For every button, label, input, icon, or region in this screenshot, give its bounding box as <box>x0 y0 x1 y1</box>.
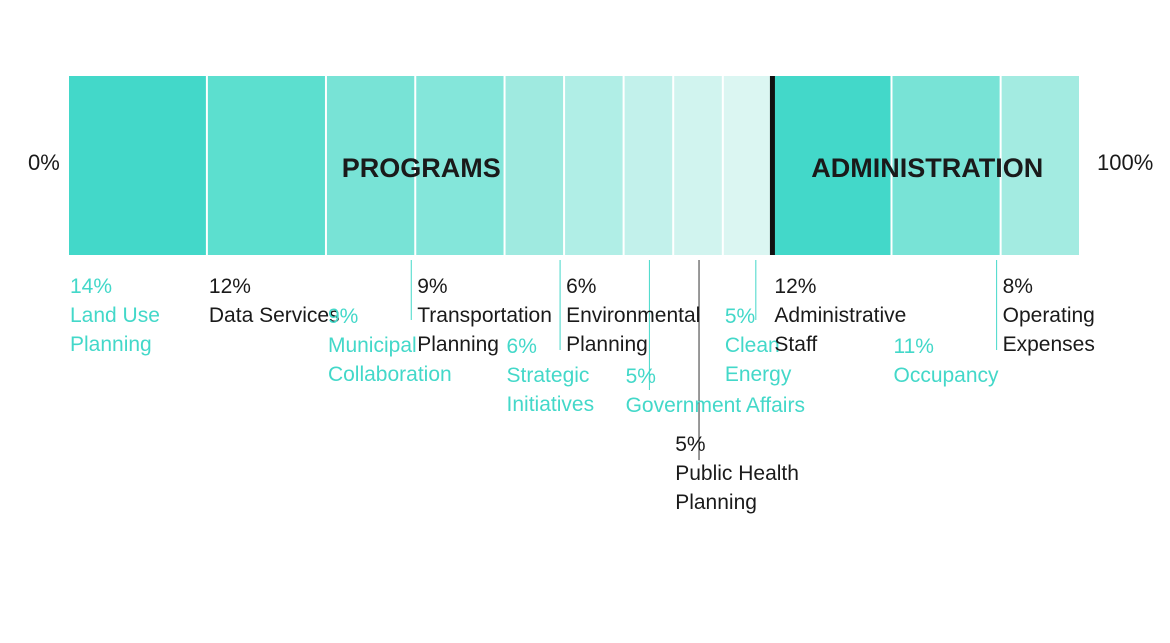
segment-name-label: Energy <box>725 363 792 386</box>
segment-value-label: 14% <box>70 275 112 298</box>
segment-value-label: 12% <box>774 275 816 298</box>
segment-name-label: Land Use <box>70 304 160 327</box>
segment-value-label: 11% <box>893 335 933 358</box>
segment-name-label: Clean <box>725 334 780 357</box>
leader-lines <box>410 260 998 460</box>
segment-name-label: Planning <box>70 333 152 356</box>
segment-name-label: Strategic <box>507 364 590 387</box>
segment-name-label: Planning <box>675 491 757 514</box>
segment-value-label: 6% <box>507 335 537 358</box>
segment-name-label: Planning <box>417 333 499 356</box>
segment-name-label: Data Services <box>209 304 340 327</box>
group-label: PROGRAMS <box>342 153 501 183</box>
segment-value-label: 6% <box>566 275 596 298</box>
bar-segment <box>505 76 564 255</box>
segment-name-label: Transportation <box>417 304 552 327</box>
segment-name-label: Public Health <box>675 462 799 485</box>
segment-name-label: Government Affairs <box>626 394 805 417</box>
bar-segment <box>69 76 206 255</box>
segment-name-label: Initiatives <box>507 393 595 416</box>
bar-segment <box>674 76 722 255</box>
bar-segment <box>773 76 891 255</box>
segment-value-label: 9% <box>328 305 358 328</box>
segment-name-label: Collaboration <box>328 363 452 386</box>
bar-segments <box>69 76 1079 255</box>
segment-name-label: Expenses <box>1003 333 1095 356</box>
segment-name-label: Staff <box>774 333 817 356</box>
segment-name-label: Municipal <box>328 334 417 357</box>
bar-segment <box>207 76 325 255</box>
bar-segment <box>416 76 504 255</box>
segment-value-label: 9% <box>417 275 447 298</box>
segment-value-label: 5% <box>725 305 755 328</box>
bar-segment <box>1001 76 1079 255</box>
bar-segment <box>565 76 623 255</box>
segment-value-label: 5% <box>675 433 705 456</box>
segment-value-label: 8% <box>1003 275 1033 298</box>
segment-name-label: Administrative <box>774 304 906 327</box>
group-label: ADMINISTRATION <box>811 153 1043 183</box>
bar-segment <box>326 76 415 255</box>
segment-name-label: Operating <box>1003 304 1095 327</box>
axis-start-label: 0% <box>28 150 60 175</box>
segment-name-label: Occupancy <box>893 364 999 387</box>
group-labels: PROGRAMS ADMINISTRATION <box>342 153 1044 183</box>
bar-segment <box>892 76 1000 255</box>
bar-segment <box>723 76 772 255</box>
segment-name-label: Environmental <box>566 304 700 327</box>
segment-value-label: 5% <box>626 365 656 388</box>
axis-end-label: 100% <box>1097 150 1153 175</box>
bar-segment <box>624 76 673 255</box>
segment-value-label: 12% <box>209 275 251 298</box>
segment-name-label: Planning <box>566 333 648 356</box>
